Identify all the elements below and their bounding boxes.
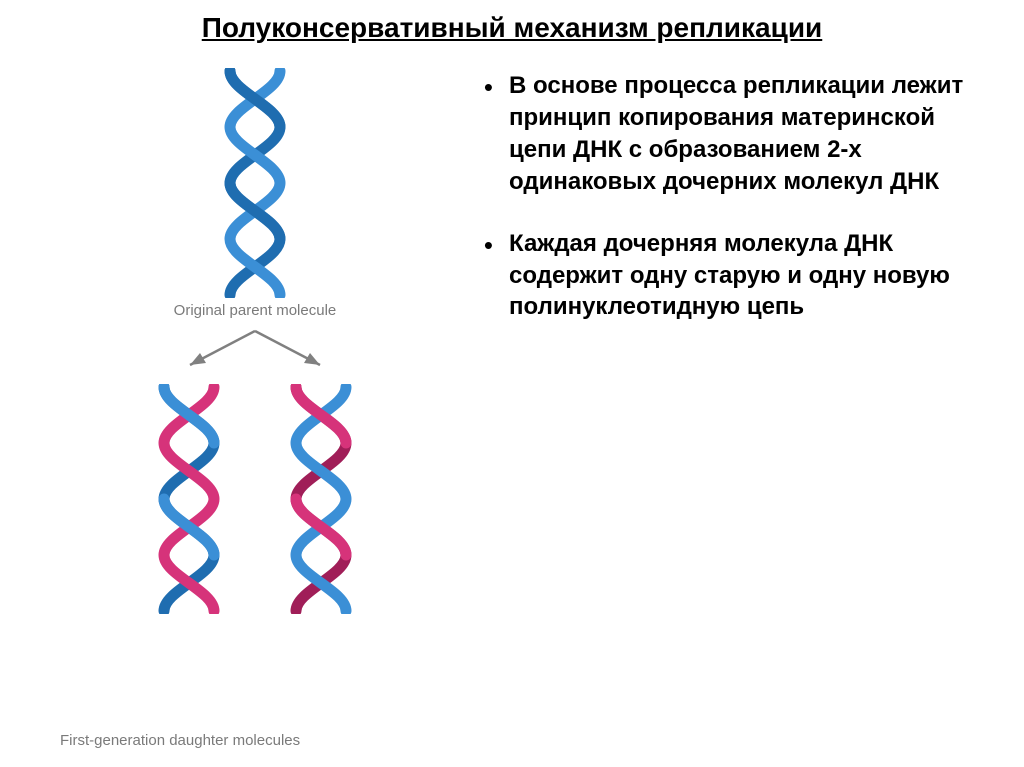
bullet-1-text: В основе процесса репликации лежит принц… [509, 70, 988, 198]
bullet-1: • В основе процесса репликации лежит при… [484, 70, 988, 198]
daughter-left-helix [150, 384, 228, 614]
daughter-row [150, 384, 360, 614]
daughter-right-helix [282, 384, 360, 614]
parent-caption: Original parent molecule [174, 302, 337, 319]
split-arrows [150, 325, 360, 378]
daughters-caption: First-generation daughter molecules [60, 732, 300, 749]
dna-helix-daughter-right-icon [282, 384, 360, 614]
text-column: • В основе процесса репликации лежит при… [474, 62, 988, 614]
bullet-dot-icon: • [484, 230, 493, 260]
dna-helix-parent-icon [216, 68, 294, 298]
split-arrow-icon [150, 325, 360, 373]
content-row: Original parent molecule [36, 62, 988, 614]
bullet-2-text: Каждая дочерняя молекула ДНК содержит од… [509, 228, 988, 324]
parent-helix [216, 68, 294, 298]
dna-helix-daughter-left-icon [150, 384, 228, 614]
bullet-2: • Каждая дочерняя молекула ДНК содержит … [484, 228, 988, 324]
parent-molecule-block: Original parent molecule [174, 68, 337, 319]
page-title: Полуконсервативный механизм репликации [36, 12, 988, 44]
diagram-column: Original parent molecule [36, 62, 474, 614]
bullet-dot-icon: • [484, 72, 493, 102]
